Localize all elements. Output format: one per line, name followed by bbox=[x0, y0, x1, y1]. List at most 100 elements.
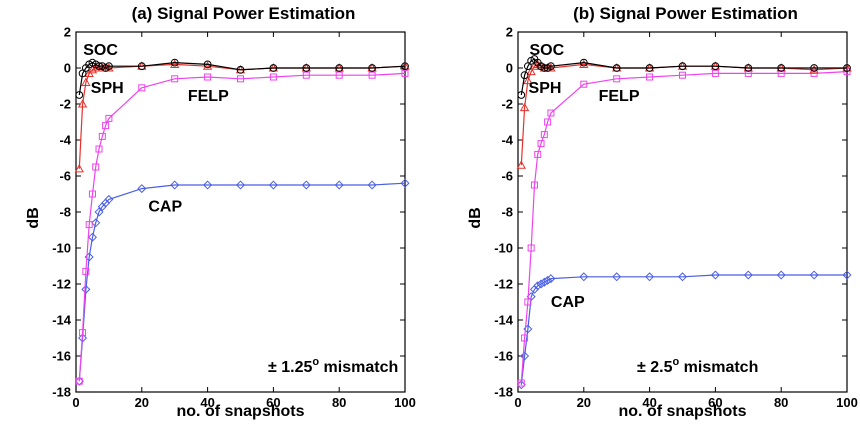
data-point-felp bbox=[401, 69, 409, 77]
y-tick-label: -14 bbox=[52, 313, 72, 328]
data-point-cap bbox=[203, 180, 213, 190]
degree-mark: o bbox=[312, 356, 319, 368]
data-point-felp bbox=[544, 118, 552, 126]
y-tick-label: -18 bbox=[52, 385, 71, 400]
x-tick-label: 100 bbox=[394, 395, 416, 410]
data-point-felp bbox=[171, 75, 179, 83]
data-point-felp bbox=[79, 329, 87, 337]
x-tick-label: 80 bbox=[332, 395, 346, 410]
plot-frame bbox=[517, 31, 848, 393]
y-tick-label: -2 bbox=[59, 97, 71, 112]
data-point-soc bbox=[517, 91, 526, 99]
data-point-cap bbox=[367, 180, 377, 190]
data-point-felp bbox=[613, 75, 621, 83]
data-point-felp bbox=[580, 80, 588, 88]
x-tick-label: 0 bbox=[514, 395, 521, 410]
series-line-sph bbox=[78, 63, 406, 169]
data-point-felp bbox=[85, 221, 93, 229]
data-point-soc bbox=[105, 62, 113, 71]
x-tick-label: 40 bbox=[200, 395, 214, 410]
data-point-soc bbox=[368, 64, 377, 72]
data-point-cap bbox=[710, 270, 720, 280]
data-point-sph bbox=[523, 75, 533, 85]
data-point-felp bbox=[540, 131, 548, 139]
data-point-soc bbox=[645, 64, 654, 72]
y-tick-label: 2 bbox=[64, 25, 71, 40]
data-point-felp bbox=[98, 132, 106, 140]
data-point-felp bbox=[521, 334, 529, 342]
chart-0: 0 20 40 60 80 10020-2-4-6-8-10-12-14-16-18(a)… bbox=[25, 4, 416, 420]
data-point-sph bbox=[516, 160, 526, 169]
data-point-cap bbox=[809, 270, 819, 280]
data-point-cap bbox=[546, 274, 556, 284]
y-tick-label: -2 bbox=[501, 97, 513, 112]
data-point-soc bbox=[547, 62, 555, 71]
data-point-cap bbox=[104, 194, 114, 204]
y-tick-label: -6 bbox=[59, 169, 71, 184]
y-tick-label: -16 bbox=[52, 349, 71, 364]
data-point-felp bbox=[88, 190, 96, 198]
data-point-felp bbox=[517, 379, 525, 387]
y-tick-label: -10 bbox=[52, 241, 71, 256]
data-point-soc bbox=[236, 65, 245, 74]
series-label-felp: FELP bbox=[188, 88, 229, 105]
y-tick-label: -4 bbox=[59, 133, 71, 148]
data-point-felp bbox=[777, 69, 785, 77]
data-point-felp bbox=[368, 71, 376, 79]
data-point-cap bbox=[543, 275, 553, 285]
chart-1: 0 20 40 60 80 10020-2-4-6-8-10-12-14-16-18(b)… bbox=[467, 4, 858, 420]
data-point-cap bbox=[743, 270, 753, 280]
data-point-sph bbox=[77, 99, 88, 108]
x-axis-label: no. of snapshots bbox=[177, 403, 305, 420]
y-tick-label: 2 bbox=[506, 25, 513, 40]
mismatch-annotation: ± 1.25o mismatch bbox=[268, 356, 398, 376]
data-point-sph bbox=[87, 64, 98, 74]
data-point-soc bbox=[335, 64, 344, 72]
data-point-soc bbox=[269, 64, 278, 72]
chart-title: (b) Signal Power Estimation bbox=[573, 4, 798, 23]
data-point-cap bbox=[776, 270, 786, 280]
data-point-sph bbox=[170, 59, 180, 68]
x-tick-label: 0 bbox=[72, 395, 79, 410]
data-point-soc bbox=[137, 62, 146, 71]
degree-mark: o bbox=[672, 356, 679, 368]
data-point-cap bbox=[529, 284, 539, 294]
x-tick-label: 80 bbox=[774, 395, 788, 410]
data-point-sph bbox=[74, 163, 84, 173]
data-point-cap bbox=[539, 277, 549, 287]
data-point-cap bbox=[677, 272, 688, 282]
data-point-felp bbox=[237, 75, 244, 83]
plot-frame bbox=[75, 31, 406, 393]
data-point-felp bbox=[534, 150, 542, 158]
mismatch-annotation: ± 2.5o mismatch bbox=[637, 356, 758, 376]
data-point-felp bbox=[204, 73, 212, 81]
data-point-soc bbox=[810, 64, 818, 72]
data-point-cap bbox=[87, 232, 97, 242]
mismatch-value: ± 2.5 bbox=[637, 359, 673, 376]
y-tick-label: 0 bbox=[506, 61, 513, 76]
y-tick-label: -8 bbox=[501, 205, 513, 220]
y-tick-label: -16 bbox=[494, 349, 513, 364]
data-point-felp bbox=[82, 267, 90, 275]
data-point-felp bbox=[646, 73, 654, 81]
data-point-felp bbox=[95, 145, 103, 153]
x-tick-label: 40 bbox=[642, 395, 656, 410]
data-point-felp bbox=[105, 114, 113, 122]
x-tick-label: 60 bbox=[266, 395, 280, 410]
x-tick-label: 20 bbox=[577, 395, 591, 410]
data-point-soc bbox=[170, 58, 179, 67]
data-point-cap bbox=[235, 180, 246, 190]
data-point-soc bbox=[744, 64, 753, 72]
y-tick-label: -6 bbox=[501, 169, 513, 184]
series-label-sph: SPH bbox=[529, 80, 562, 97]
data-point-sph bbox=[81, 77, 91, 86]
data-point-cap bbox=[536, 279, 546, 289]
y-tick-label: -10 bbox=[494, 241, 513, 256]
data-point-cap bbox=[91, 218, 101, 228]
data-point-cap bbox=[170, 180, 180, 190]
data-point-cap bbox=[612, 272, 622, 282]
x-axis-label: no. of snapshots bbox=[619, 403, 747, 420]
data-point-cap bbox=[842, 270, 852, 280]
data-point-felp bbox=[547, 109, 555, 117]
data-point-cap bbox=[94, 207, 104, 217]
